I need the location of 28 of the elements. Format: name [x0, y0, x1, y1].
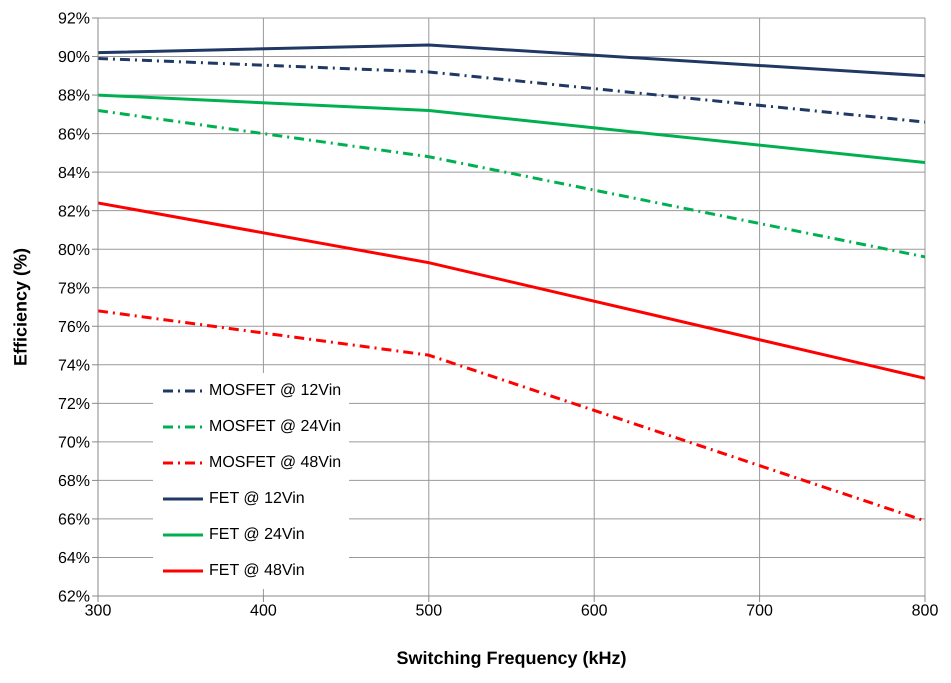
x-tick-label: 400 [250, 602, 277, 620]
y-tick-label: 82% [58, 203, 90, 220]
y-tick-label: 70% [58, 434, 90, 452]
y-tick-label: 66% [58, 512, 90, 529]
legend-label: MOSFET @ 48Vin [209, 454, 342, 472]
y-tick-label: 84% [58, 164, 90, 182]
x-axis-title: Switching Frequency (kHz) [396, 648, 627, 668]
y-axis-title: Efficiency (%) [10, 248, 30, 366]
legend-label: MOSFET @ 12Vin [209, 382, 342, 400]
x-tick-label: 500 [415, 602, 442, 620]
y-tick-label: 76% [58, 318, 90, 336]
x-tick-label: 700 [746, 602, 774, 620]
legend-label: FET @ 48Vin [209, 562, 305, 580]
y-tick-label: 74% [58, 357, 90, 374]
y-tick-label: 72% [58, 396, 90, 414]
x-tick-label: 600 [580, 602, 608, 620]
legend-label: FET @ 12Vin [209, 490, 305, 508]
y-tick-label: 88% [58, 88, 90, 105]
y-tick-label: 86% [58, 126, 90, 144]
y-tick-label: 92% [58, 10, 90, 28]
y-tick-label: 80% [58, 242, 90, 259]
y-tick-label: 90% [58, 49, 90, 66]
y-tick-label: 64% [58, 550, 90, 568]
legend-label: MOSFET @ 24Vin [209, 418, 342, 436]
x-tick-label: 800 [912, 602, 938, 620]
legend-label: FET @ 24Vin [209, 526, 305, 544]
y-tick-label: 78% [58, 280, 90, 298]
y-tick-label: 68% [58, 473, 90, 490]
